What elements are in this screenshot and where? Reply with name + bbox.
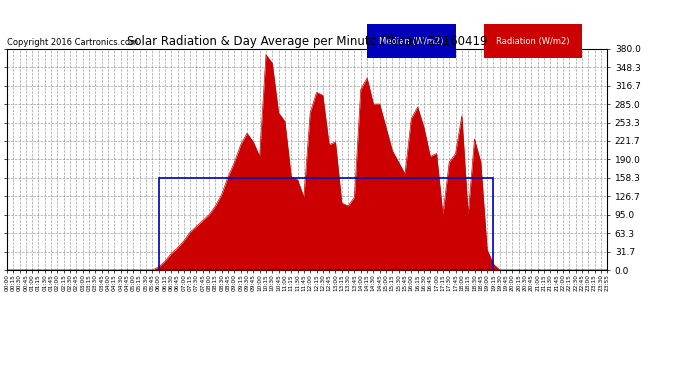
Text: Copyright 2016 Cartronics.com: Copyright 2016 Cartronics.com [7,38,138,46]
Title: Solar Radiation & Day Average per Minute (Today) 20160419: Solar Radiation & Day Average per Minute… [127,34,487,48]
Text: Radiation (W/m2): Radiation (W/m2) [496,36,570,45]
Bar [159,178,493,270]
Text: Median (W/m2): Median (W/m2) [379,36,444,45]
